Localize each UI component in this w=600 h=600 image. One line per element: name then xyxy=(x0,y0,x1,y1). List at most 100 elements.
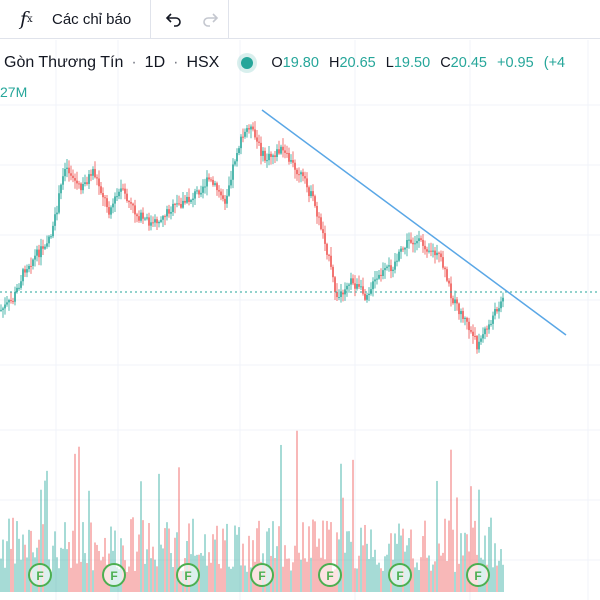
volume-bar xyxy=(466,534,468,592)
volume-bar xyxy=(204,534,206,592)
candle-body xyxy=(382,270,384,276)
candle-body xyxy=(472,331,474,336)
volume-bar xyxy=(326,520,328,592)
volume-bar xyxy=(390,533,392,592)
candle-body xyxy=(338,297,340,299)
candle-body xyxy=(228,185,230,196)
candle-body xyxy=(80,183,82,191)
interval-label[interactable]: 1D xyxy=(144,54,166,71)
dividend-marker[interactable]: F xyxy=(388,563,412,587)
candle-body xyxy=(62,176,64,185)
candle-body xyxy=(164,216,166,218)
candle-body xyxy=(440,253,442,258)
volume-bar xyxy=(398,523,400,592)
candle-body xyxy=(88,174,90,184)
dividend-marker[interactable]: F xyxy=(28,563,52,587)
volume-bar xyxy=(330,522,332,592)
volume-bar xyxy=(148,523,150,592)
volume-bar xyxy=(350,541,352,592)
volume-bar xyxy=(430,570,432,592)
volume-bar xyxy=(460,533,462,592)
redo-icon[interactable] xyxy=(196,0,224,38)
volume-bar xyxy=(94,542,96,592)
volume-bar xyxy=(316,546,318,592)
candle-body xyxy=(360,286,362,288)
candle-body xyxy=(422,239,424,246)
volume-bar xyxy=(234,525,236,592)
volume-bar xyxy=(244,565,246,592)
volume-bar xyxy=(382,570,384,592)
candle-body xyxy=(44,246,46,249)
dividend-marker[interactable]: F xyxy=(466,563,490,587)
toolbar-divider xyxy=(150,0,151,38)
candle-body xyxy=(314,196,316,206)
volume-bar xyxy=(120,538,122,592)
dividend-marker[interactable]: F xyxy=(250,563,274,587)
dividend-marker[interactable]: F xyxy=(102,563,126,587)
candle-body xyxy=(424,245,426,250)
dividend-marker[interactable]: F xyxy=(176,563,200,587)
volume-label: 27M xyxy=(0,84,28,100)
volume-bar xyxy=(4,567,6,592)
candle-body xyxy=(172,203,174,212)
symbol-title[interactable]: Gòn Thương Tín xyxy=(4,54,124,71)
volume-bar xyxy=(340,463,342,592)
marker-circle xyxy=(466,563,490,587)
candle-body xyxy=(364,293,366,300)
candle-body xyxy=(456,299,458,304)
candle-body xyxy=(358,284,360,287)
candle-body xyxy=(474,335,476,337)
volume-bar xyxy=(498,560,500,592)
volume-bar xyxy=(440,555,442,592)
volume-bar xyxy=(298,552,300,592)
volume-bar xyxy=(278,526,280,592)
volume-bar xyxy=(134,570,136,592)
volume-bar xyxy=(12,517,14,592)
volume-bar xyxy=(144,563,146,592)
undo-icon[interactable] xyxy=(160,0,188,38)
volume-bar xyxy=(72,530,74,592)
volume-bar xyxy=(40,489,42,592)
volume-bar xyxy=(474,520,476,592)
candle-body xyxy=(470,330,472,332)
volume-bar xyxy=(126,571,128,592)
candle-body xyxy=(402,248,404,250)
candle-body xyxy=(254,129,256,138)
candle-body xyxy=(448,280,450,284)
candle-body xyxy=(12,301,14,303)
volume-bar xyxy=(206,565,208,592)
candle-body xyxy=(326,243,328,255)
volume-bar xyxy=(422,536,424,592)
candle-body xyxy=(400,248,402,252)
candle-body xyxy=(494,309,496,316)
indicators-button[interactable]: Các chỉ báo xyxy=(52,10,132,28)
candle-body xyxy=(258,141,260,143)
marker-label: F xyxy=(110,569,117,583)
volume-bar xyxy=(402,528,404,592)
candle-body xyxy=(248,128,250,130)
volume-bar xyxy=(338,539,340,592)
candle-body xyxy=(336,291,338,298)
volume-bar xyxy=(132,517,134,592)
dividend-marker[interactable]: F xyxy=(318,563,342,587)
candle-body xyxy=(116,196,118,198)
volume-bar xyxy=(492,567,494,592)
candle-body xyxy=(418,238,420,242)
candle-body xyxy=(56,212,58,215)
candle-body xyxy=(68,167,70,174)
volume-bar xyxy=(154,559,156,592)
candle-body xyxy=(362,286,364,294)
volume-bar xyxy=(280,444,282,592)
volume-bar xyxy=(376,564,378,592)
volume-bar xyxy=(318,538,320,592)
marker-circle xyxy=(318,563,342,587)
volume-bar xyxy=(24,544,26,592)
candle-body xyxy=(16,287,18,292)
candle-body xyxy=(350,278,352,285)
volume-bar xyxy=(488,526,490,592)
volume-bar xyxy=(6,541,8,592)
volume-bar xyxy=(386,554,388,592)
